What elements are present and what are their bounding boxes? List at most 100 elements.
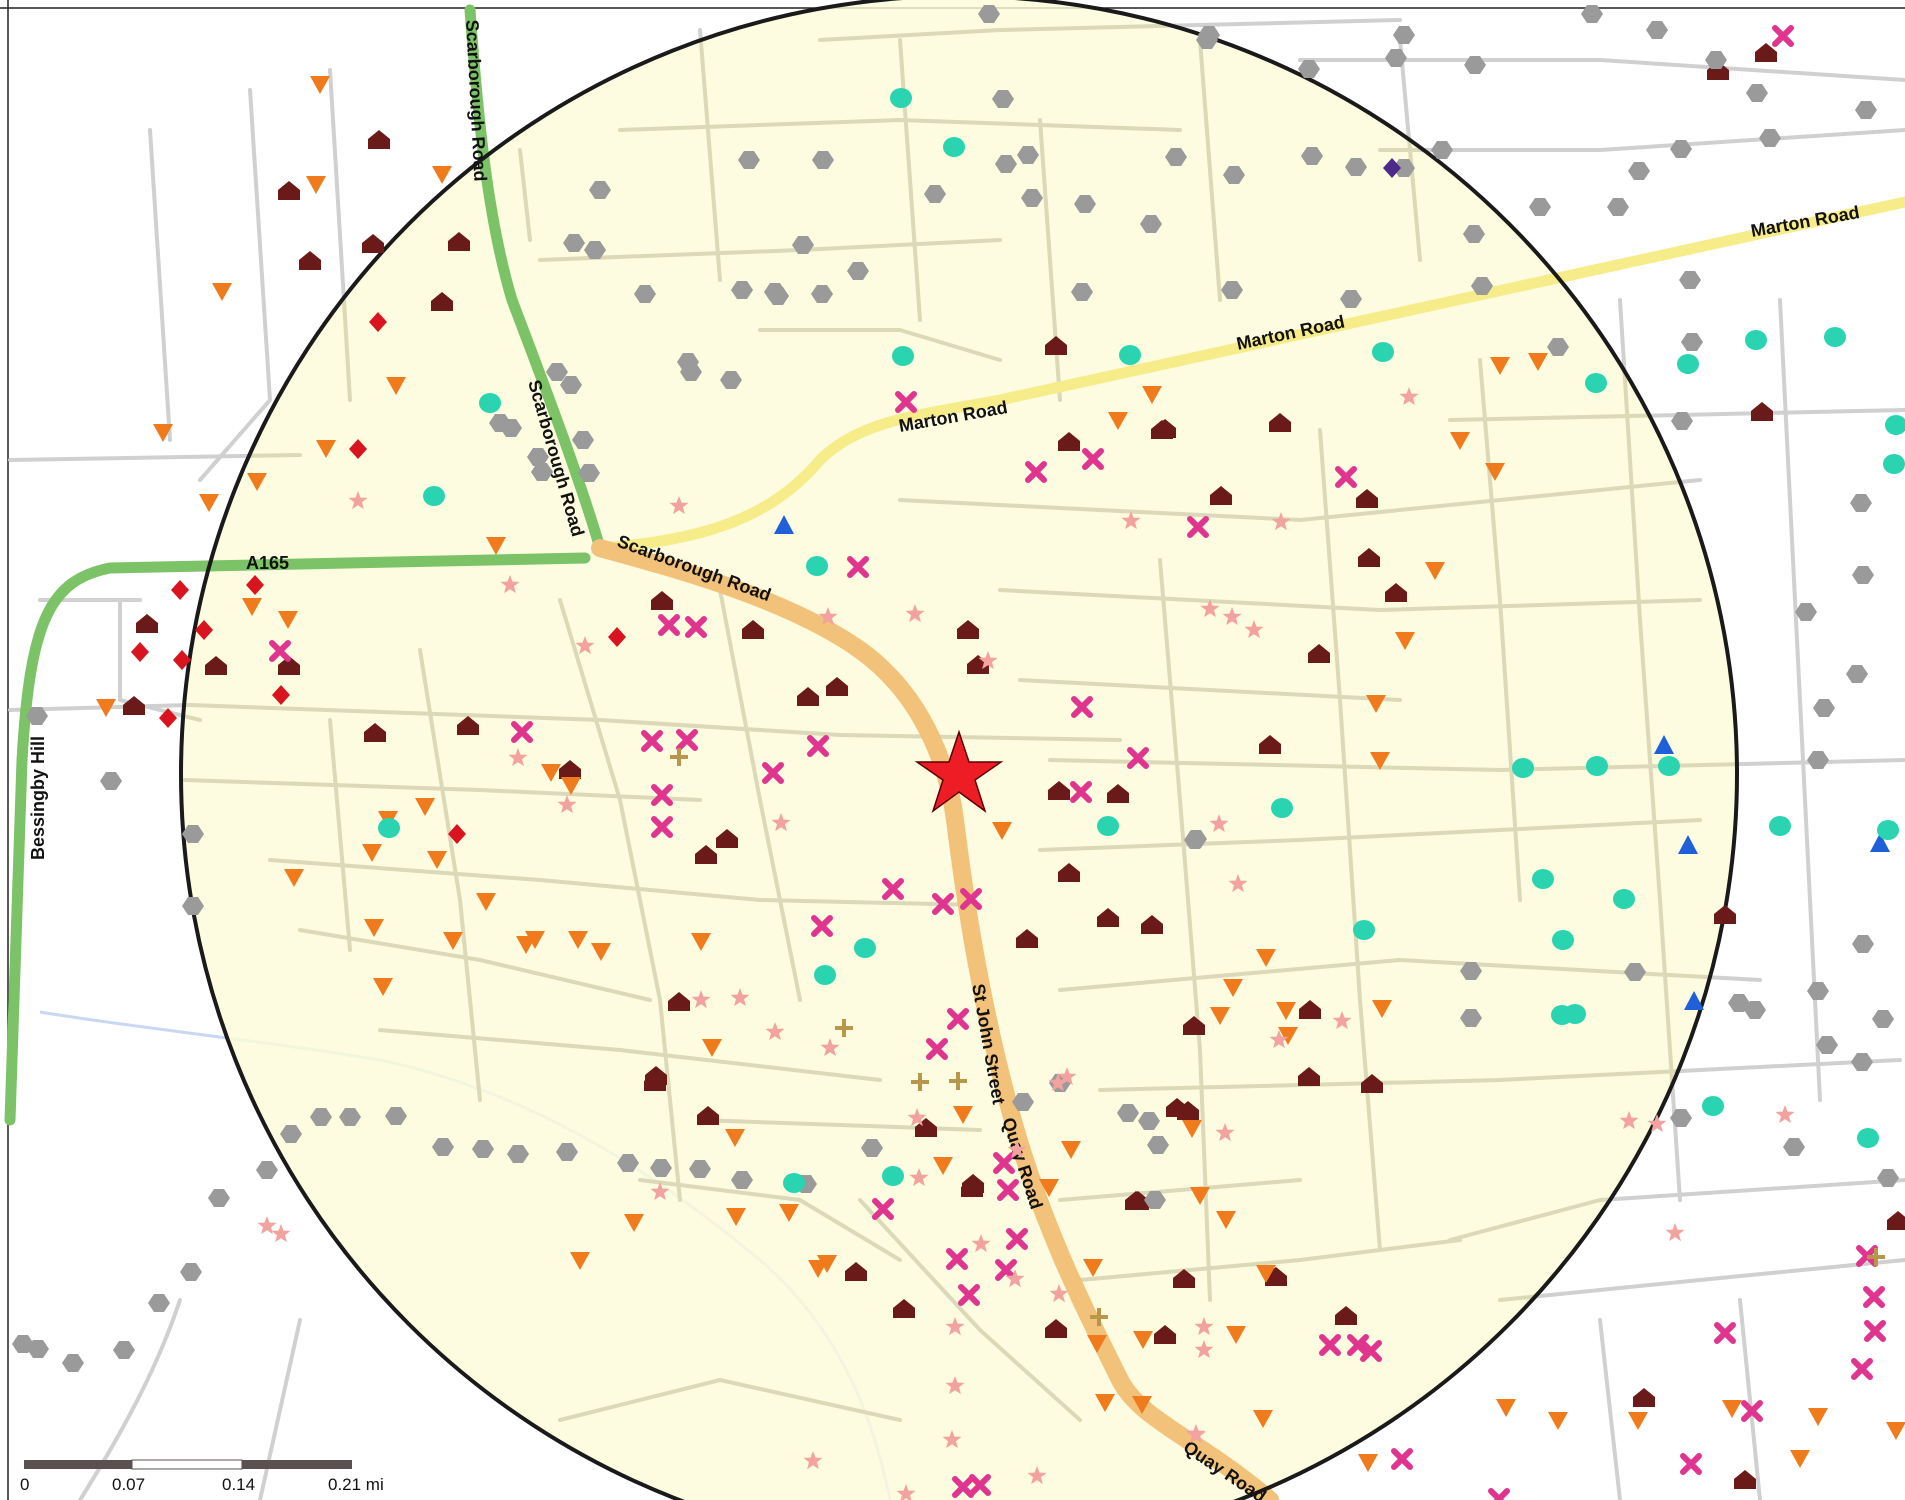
hexagon-icon[interactable] (1221, 281, 1243, 299)
star-icon[interactable] (691, 990, 711, 1009)
circle-icon[interactable] (806, 556, 828, 576)
down-triangle-icon[interactable] (1226, 1326, 1246, 1344)
plus-icon[interactable] (1090, 1308, 1108, 1326)
hexagon-icon[interactable] (689, 1160, 711, 1178)
star-icon[interactable] (1665, 1223, 1685, 1242)
x-cross-icon[interactable] (958, 1284, 980, 1306)
plus-icon[interactable] (1867, 1248, 1885, 1266)
circle-icon[interactable] (783, 1173, 805, 1193)
x-cross-icon[interactable] (811, 915, 833, 937)
star-icon[interactable] (1209, 814, 1229, 833)
up-triangle-icon[interactable] (774, 515, 794, 534)
down-triangle-icon[interactable] (1061, 1141, 1081, 1159)
circle-icon[interactable] (1353, 920, 1375, 940)
down-triangle-icon[interactable] (1548, 1412, 1568, 1430)
house-icon[interactable] (1183, 1016, 1205, 1035)
x-cross-icon[interactable] (1488, 1488, 1510, 1500)
star-icon[interactable] (1007, 1140, 1027, 1159)
star-icon[interactable] (1048, 1073, 1068, 1092)
hexagon-icon[interactable] (617, 1154, 639, 1172)
hexagon-icon[interactable] (1852, 935, 1874, 953)
hexagon-icon[interactable] (1670, 140, 1692, 158)
down-triangle-icon[interactable] (284, 869, 304, 887)
hexagon-icon[interactable] (1196, 31, 1218, 49)
house-icon[interactable] (457, 716, 479, 735)
down-triangle-icon[interactable] (516, 936, 536, 954)
house-icon[interactable] (1048, 781, 1070, 800)
x-cross-icon[interactable] (1025, 461, 1047, 483)
down-triangle-icon[interactable] (725, 1129, 745, 1147)
hexagon-icon[interactable] (847, 262, 869, 280)
circle-icon[interactable] (423, 486, 445, 506)
star-icon[interactable] (803, 1451, 823, 1470)
hexagon-icon[interactable] (1431, 141, 1453, 159)
hexagon-icon[interactable] (812, 151, 834, 169)
house-icon[interactable] (1173, 1269, 1195, 1288)
diamond-icon[interactable] (272, 685, 290, 705)
star-icon[interactable] (1228, 874, 1248, 893)
house-icon[interactable] (1299, 1000, 1321, 1019)
hexagon-icon[interactable] (1851, 1053, 1873, 1071)
down-triangle-icon[interactable] (1886, 1422, 1905, 1440)
hexagon-icon[interactable] (720, 371, 742, 389)
x-cross-icon[interactable] (1082, 448, 1104, 470)
down-triangle-icon[interactable] (561, 777, 581, 795)
house-icon[interactable] (695, 845, 717, 864)
circle-icon[interactable] (1119, 345, 1141, 365)
house-icon[interactable] (1151, 420, 1173, 439)
house-icon[interactable] (1751, 402, 1773, 421)
hexagon-icon[interactable] (432, 1138, 454, 1156)
star-icon[interactable] (730, 988, 750, 1007)
x-cross-icon[interactable] (641, 730, 663, 752)
down-triangle-icon[interactable] (364, 919, 384, 937)
hexagon-icon[interactable] (584, 241, 606, 259)
down-triangle-icon[interactable] (933, 1157, 953, 1175)
circle-icon[interactable] (1885, 415, 1905, 435)
hexagon-icon[interactable] (1846, 665, 1868, 683)
hexagon-icon[interactable] (1021, 189, 1043, 207)
house-icon[interactable] (278, 656, 300, 675)
circle-icon[interactable] (479, 393, 501, 413)
star-icon[interactable] (1049, 1284, 1069, 1303)
circle-icon[interactable] (1702, 1096, 1724, 1116)
down-triangle-icon[interactable] (568, 931, 588, 949)
down-triangle-icon[interactable] (1722, 1400, 1742, 1418)
x-cross-icon[interactable] (946, 1248, 968, 1270)
hexagon-icon[interactable] (208, 1189, 230, 1207)
up-triangle-icon[interactable] (1654, 735, 1674, 754)
circle-icon[interactable] (1372, 342, 1394, 362)
circle-icon[interactable] (1824, 327, 1846, 347)
circle-icon[interactable] (1658, 756, 1680, 776)
down-triangle-icon[interactable] (373, 978, 393, 996)
house-icon[interactable] (1385, 583, 1407, 602)
hexagon-icon[interactable] (1301, 147, 1323, 165)
down-triangle-icon[interactable] (1366, 695, 1386, 713)
house-icon[interactable] (1259, 735, 1281, 754)
hexagon-icon[interactable] (731, 281, 753, 299)
star-icon[interactable] (945, 1376, 965, 1395)
star-icon[interactable] (971, 1234, 991, 1253)
down-triangle-icon[interactable] (1425, 562, 1445, 580)
down-triangle-icon[interactable] (1450, 432, 1470, 450)
circle-icon[interactable] (943, 137, 965, 157)
house-icon[interactable] (431, 292, 453, 311)
x-cross-icon[interactable] (658, 614, 680, 636)
hexagon-icon[interactable] (992, 90, 1014, 108)
hexagon-icon[interactable] (578, 464, 600, 482)
x-cross-icon[interactable] (947, 1008, 969, 1030)
house-icon[interactable] (368, 130, 390, 149)
up-triangle-icon[interactable] (1870, 833, 1890, 852)
star-icon[interactable] (1005, 1269, 1025, 1288)
x-cross-icon[interactable] (651, 816, 673, 838)
x-cross-icon[interactable] (511, 721, 533, 743)
hexagon-icon[interactable] (589, 181, 611, 199)
down-triangle-icon[interactable] (306, 176, 326, 194)
x-cross-icon[interactable] (847, 556, 869, 578)
house-icon[interactable] (1734, 1470, 1756, 1489)
x-cross-icon[interactable] (651, 784, 673, 806)
hexagon-icon[interactable] (1681, 333, 1703, 351)
down-triangle-icon[interactable] (624, 1214, 644, 1232)
hexagon-icon[interactable] (1581, 5, 1603, 23)
diamond-icon[interactable] (246, 575, 264, 595)
